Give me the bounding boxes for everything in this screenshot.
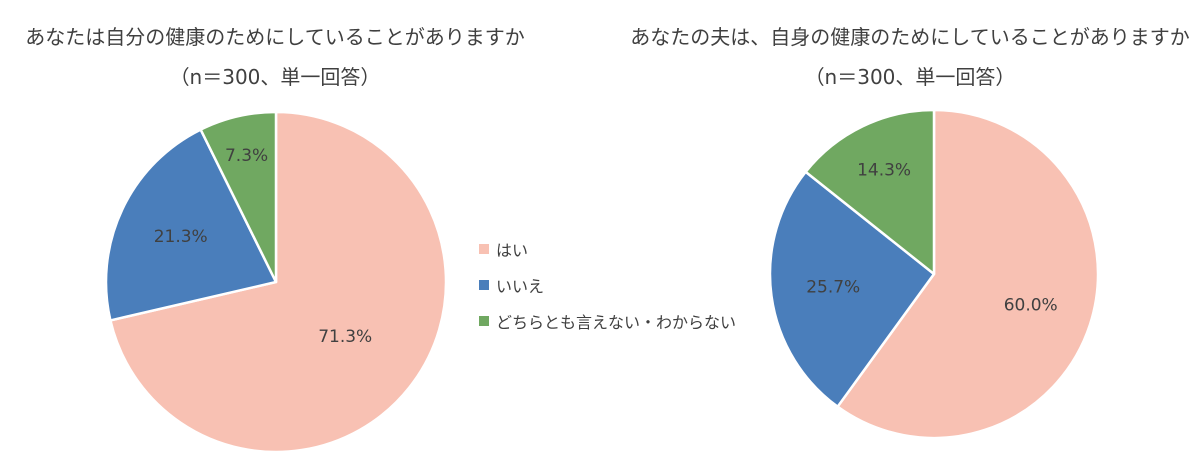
pie-slice-left-unsure [199, 110, 278, 284]
legend-swatch-no [479, 280, 489, 290]
chart-title-right: あなたの夫は、自身の健康のためにしていることがありますか （n＝300、単一回答… [620, 20, 1200, 94]
pie-chart-left: 71.3% 21.3% 7.3% [104, 110, 448, 454]
pie-slice-left-yes [109, 110, 448, 454]
legend-item-unsure: どちらとも言えない・わからない [479, 303, 736, 339]
data-label-right-unsure: 14.3% [857, 161, 911, 181]
legend-item-no: いいえ [479, 267, 736, 303]
legend: はい いいえ どちらとも言えない・わからない [479, 231, 736, 339]
pie-chart-right: 60.0% 25.7% 14.3% [768, 108, 1100, 440]
pie-slice-right-unsure [804, 108, 936, 276]
legend-item-yes: はい [479, 231, 736, 267]
chart-title-left: あなたは自分の健康のためにしていることがありますか （n＝300、単一回答） [0, 20, 550, 94]
chart-title-left-subtitle: （n＝300、単一回答） [169, 65, 381, 89]
pie-slice-right-yes [836, 108, 1100, 440]
data-label-right-yes: 60.0% [1004, 295, 1058, 315]
data-label-left-no: 21.3% [154, 227, 208, 247]
chart-title-right-subtitle: （n＝300、単一回答） [804, 65, 1016, 89]
legend-swatch-yes [479, 244, 489, 254]
legend-label-no: いいえ [496, 277, 545, 296]
legend-label-yes: はい [496, 241, 529, 260]
data-label-right-no: 25.7% [806, 278, 860, 298]
chart-title-left-main: あなたは自分の健康のためにしていることがありますか [25, 25, 525, 49]
pie-slice-left-no [104, 128, 278, 322]
pie-slice-right-no [768, 170, 936, 408]
chart-title-right-main: あなたの夫は、自身の健康のためにしていることがありますか [630, 25, 1190, 49]
legend-label-unsure: どちらとも言えない・わからない [496, 313, 737, 332]
legend-swatch-unsure [479, 316, 489, 326]
data-label-left-unsure: 7.3% [225, 146, 268, 166]
data-label-left-yes: 71.3% [318, 327, 372, 347]
